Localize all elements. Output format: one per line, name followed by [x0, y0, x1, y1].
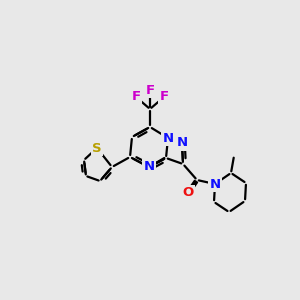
Text: N: N [209, 178, 220, 190]
Text: F: F [131, 91, 141, 103]
Text: N: N [162, 131, 174, 145]
Text: F: F [159, 91, 169, 103]
Text: F: F [146, 83, 154, 97]
Text: S: S [92, 142, 102, 154]
Text: N: N [176, 136, 188, 149]
Text: N: N [143, 160, 155, 173]
Text: O: O [182, 187, 194, 200]
